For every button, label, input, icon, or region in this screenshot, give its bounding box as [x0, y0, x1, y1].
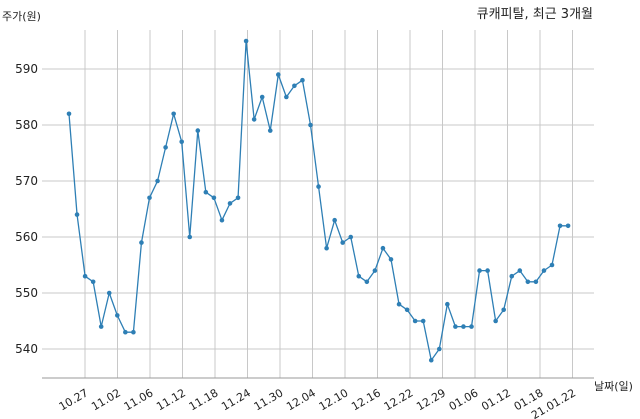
- data-point: [139, 240, 144, 245]
- data-point: [219, 217, 225, 223]
- data-point: [453, 324, 458, 329]
- data-point: [364, 279, 370, 285]
- data-point: [179, 139, 184, 145]
- y-tick-label: 560: [15, 230, 38, 244]
- data-point: [380, 245, 386, 251]
- data-point: [332, 217, 337, 223]
- data-point: [211, 195, 217, 201]
- x-tick-label: 11.02: [89, 386, 123, 413]
- data-point: [98, 324, 104, 329]
- price-series: [66, 38, 571, 363]
- data-point: [533, 279, 539, 285]
- data-point: [437, 346, 442, 352]
- data-point: [412, 318, 418, 324]
- data-point: [171, 111, 176, 117]
- data-point: [66, 111, 72, 117]
- data-point: [557, 223, 563, 229]
- data-point: [493, 318, 498, 324]
- y-tick-label: 590: [15, 62, 38, 76]
- data-point: [82, 273, 88, 279]
- x-tick-label: 11.24: [219, 386, 253, 413]
- data-point: [147, 195, 152, 201]
- chart-title: 큐캐피탈, 최근 3개월: [477, 7, 593, 22]
- data-point: [485, 268, 490, 273]
- data-point: [123, 329, 128, 335]
- data-point: [292, 83, 297, 89]
- data-point: [308, 122, 313, 128]
- data-point: [203, 189, 209, 195]
- x-tick-label: 01.12: [479, 386, 513, 413]
- y-tick-label: 550: [15, 286, 38, 300]
- data-point: [565, 223, 571, 229]
- data-point: [227, 201, 233, 206]
- x-tick-label: 11.12: [154, 386, 188, 413]
- x-tick-labels: 10.2711.0211.0611.1211.1811.2411.3012.04…: [57, 386, 578, 419]
- data-point: [74, 212, 80, 217]
- y-tick-label: 540: [15, 342, 38, 356]
- data-point: [541, 268, 547, 273]
- data-point: [372, 268, 378, 273]
- x-tick-label: 11.30: [252, 386, 286, 413]
- x-tick-label: 10.27: [57, 386, 91, 413]
- x-tick-label: 01.06: [447, 386, 481, 413]
- data-point: [420, 318, 426, 324]
- data-point: [549, 262, 555, 268]
- y-tick-labels: 540 550 560 570 580 590: [15, 62, 38, 356]
- data-point: [155, 178, 160, 184]
- data-point: [356, 273, 362, 279]
- grid: [42, 30, 594, 378]
- x-tick-label: 12.16: [349, 386, 383, 413]
- data-point: [235, 195, 241, 201]
- data-point: [90, 279, 96, 285]
- y-tick-label: 580: [15, 118, 38, 132]
- data-point: [445, 301, 450, 307]
- data-point: [477, 268, 482, 273]
- data-point: [525, 279, 531, 285]
- y-tick-label: 570: [15, 174, 38, 188]
- data-point: [195, 128, 201, 133]
- data-point: [259, 94, 265, 100]
- data-point: [348, 234, 354, 240]
- x-tick-label: 11.18: [187, 386, 221, 413]
- data-point: [469, 324, 474, 329]
- price-line: [68, 40, 569, 361]
- data-point: [243, 38, 249, 44]
- x-tick-label: 12.04: [284, 386, 318, 413]
- data-point: [284, 94, 289, 100]
- data-point: [388, 257, 394, 262]
- data-point: [509, 273, 515, 279]
- data-point: [396, 301, 402, 307]
- data-point: [187, 234, 193, 240]
- data-point: [276, 72, 281, 77]
- x-tick-label: 11.06: [122, 386, 156, 413]
- data-point: [267, 128, 273, 133]
- data-point: [316, 184, 321, 189]
- x-axis-label: 날짜(일): [594, 379, 633, 393]
- data-point: [324, 245, 329, 251]
- x-tick-label: 12.29: [414, 386, 448, 413]
- data-point: [131, 329, 136, 335]
- data-point: [428, 357, 434, 363]
- y-axis-label: 주가(원): [2, 10, 41, 23]
- data-point: [517, 268, 523, 273]
- data-point: [461, 324, 466, 329]
- data-point: [115, 313, 120, 318]
- data-point: [106, 290, 112, 296]
- data-point: [300, 77, 305, 83]
- x-tick-label: 12.22: [382, 386, 416, 413]
- data-point: [501, 307, 507, 313]
- data-point: [340, 240, 346, 245]
- x-tick-label: 12.10: [317, 386, 351, 413]
- data-point: [163, 145, 168, 150]
- data-point: [404, 307, 410, 313]
- data-point: [251, 117, 257, 122]
